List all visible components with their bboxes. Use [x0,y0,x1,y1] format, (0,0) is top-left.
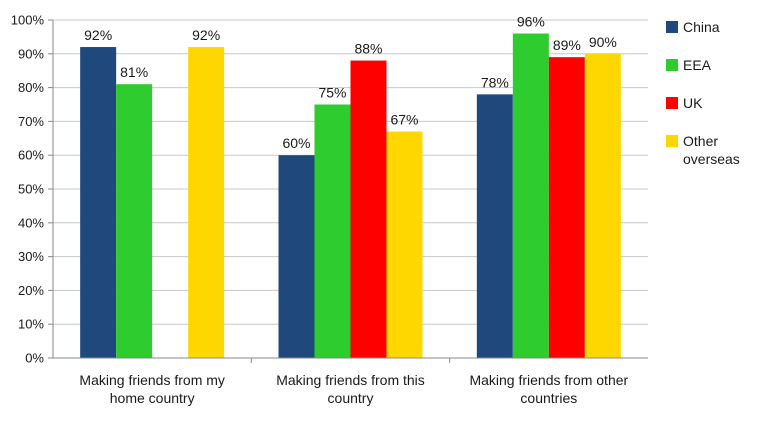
y-tick-label: 0% [25,351,44,366]
bar [80,47,117,358]
x-tick-label: countries [520,390,577,406]
y-tick-label: 70% [18,114,44,129]
y-tick-label: 40% [18,215,44,230]
labels-layer: 92% 81% 92% 60% 75% 88% 67% 78% 96% 89% 90% [84,14,617,152]
legend-swatch [666,59,678,71]
y-tick-label: 30% [18,249,44,264]
y-tick-label: 10% [18,317,44,332]
bar [476,94,513,359]
y-tick-label: 90% [18,46,44,61]
data-label: 90% [589,34,617,50]
data-label: 60% [282,135,310,151]
x-tick-label: Making friends from other [469,372,628,388]
data-label: 92% [192,27,220,43]
legend-label: overseas [683,151,740,167]
bar [386,131,423,358]
legend: China EEA UK Other overseas [666,19,740,167]
axis-layer: 0% 10% 20% 30% 40% 50% 60% 70% 80% 90% 100% Making … [11,13,648,406]
bar [278,155,315,358]
x-tick-label: home country [110,390,195,406]
legend-label: UK [683,95,703,111]
data-label: 92% [84,27,112,43]
bar [188,47,225,358]
data-label: 96% [517,14,545,30]
bar [350,60,387,359]
data-label: 88% [354,41,382,57]
legend-swatch [666,135,678,147]
data-label: 75% [318,85,346,101]
legend-label: Other [683,133,718,149]
data-label: 78% [481,74,509,90]
y-tick-label: 80% [18,80,44,95]
data-label: 67% [390,112,418,128]
data-label: 89% [553,37,581,53]
data-label: 81% [120,64,148,80]
x-tick-label: Making friends from my [79,372,224,388]
x-tick-label: Making friends from this [276,372,425,388]
x-tick-label: country [328,390,374,406]
legend-swatch [666,21,678,33]
legend-label: EEA [683,57,712,73]
bar [116,84,153,358]
bar [584,53,621,359]
bars-layer [80,33,621,359]
y-tick-label: 60% [18,148,44,163]
y-tick-label: 50% [18,182,44,197]
legend-label: China [683,19,720,35]
legend-swatch [666,97,678,109]
bar [314,104,351,358]
y-tick-label: 20% [18,283,44,298]
bar [548,57,585,359]
bar [512,33,549,359]
y-tick-label: 100% [11,13,45,28]
